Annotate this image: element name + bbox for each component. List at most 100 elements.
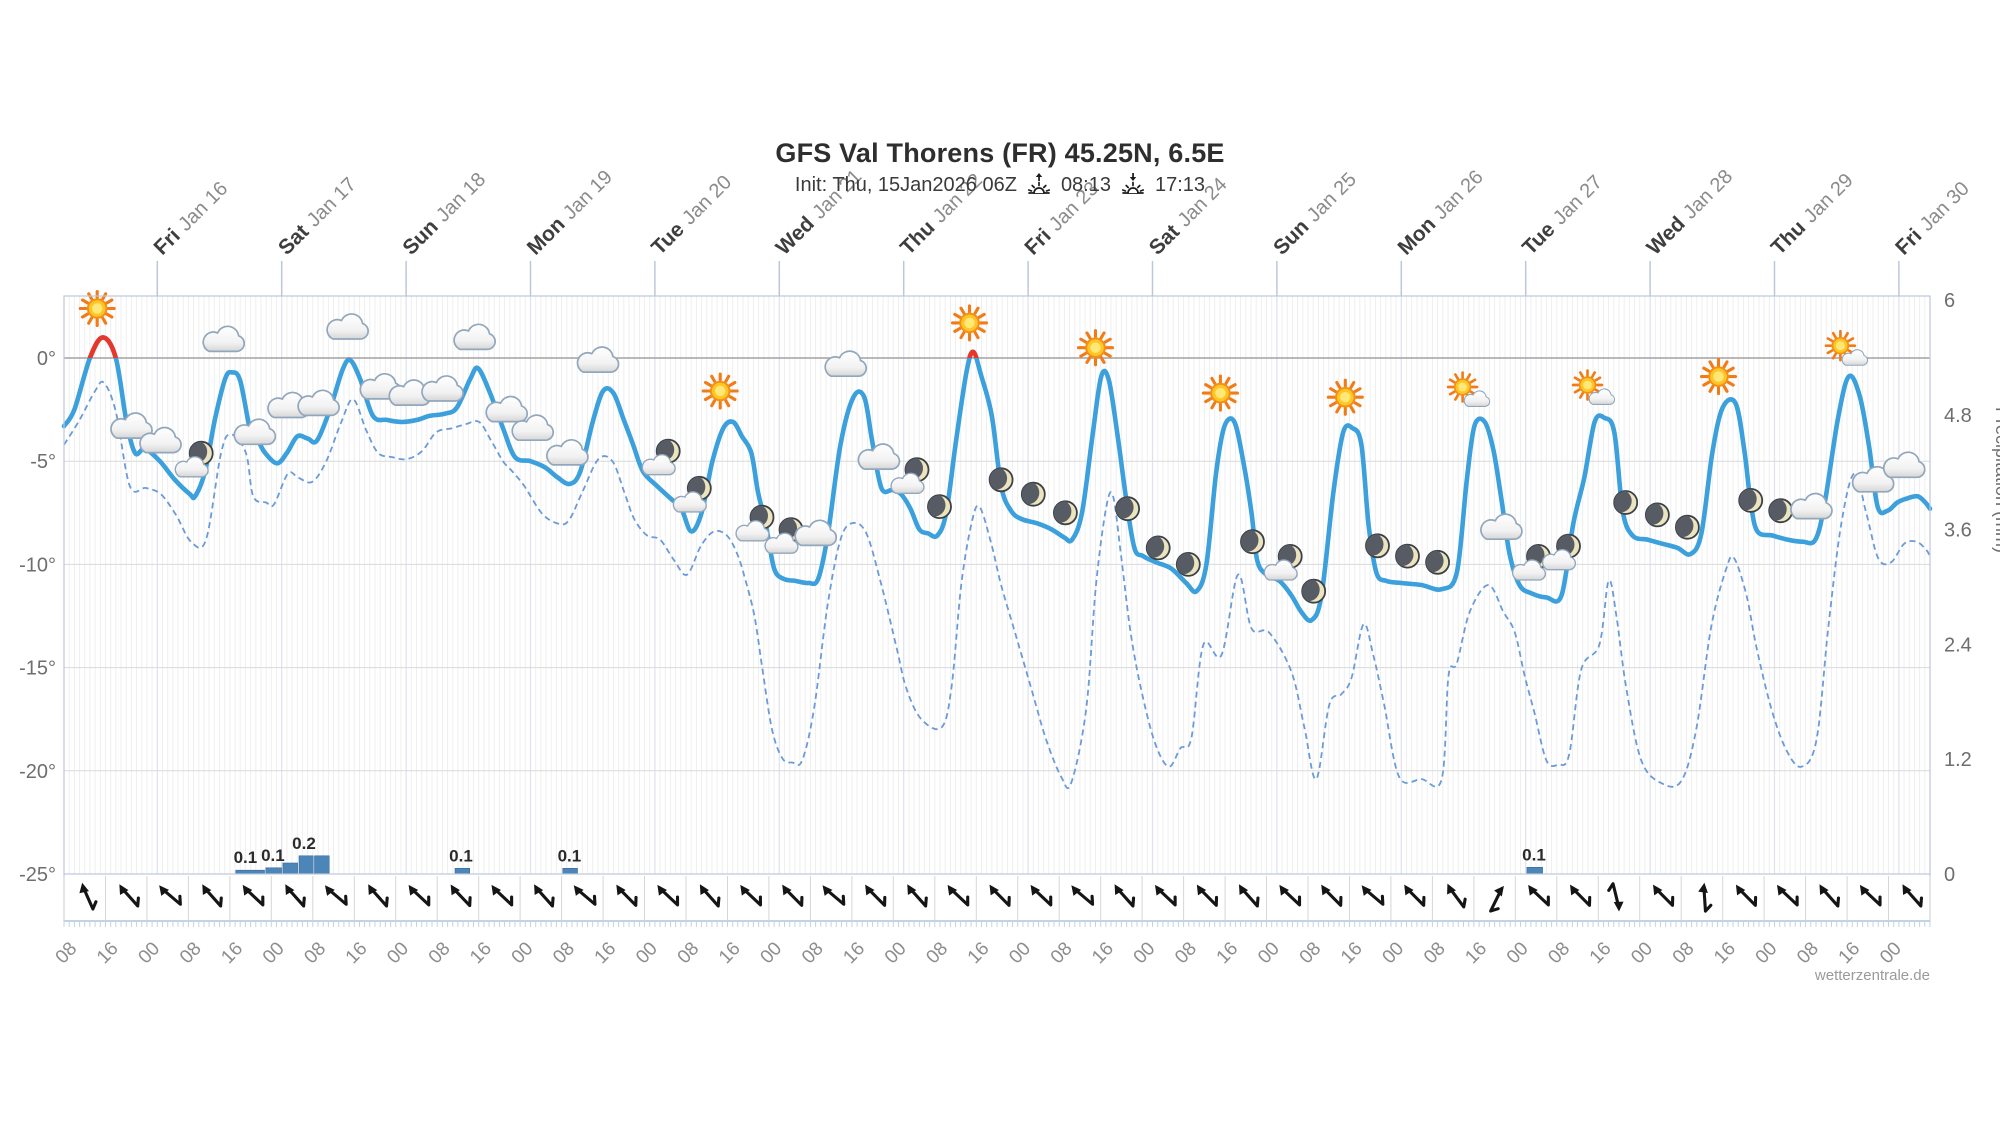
wind-arrow [1191, 877, 1222, 913]
wind-arrow [1813, 877, 1844, 913]
precip-value-label: 0.2 [292, 834, 316, 853]
precip-bar [282, 862, 298, 875]
time-label: 00 [1627, 938, 1657, 968]
wind-arrow [153, 877, 186, 912]
day-label: WedJan 28 [1642, 165, 1737, 260]
temp-tick-label: -15° [19, 658, 56, 680]
precip-value-label: 0.1 [558, 846, 582, 865]
time-label: 00 [508, 938, 538, 968]
precip-tick-label: 1.2 [1944, 749, 1972, 771]
day-label: FriJan 23 [1020, 177, 1103, 260]
wind-arrow [1233, 877, 1263, 913]
time-label: 00 [1254, 938, 1284, 968]
wind-arrow [1149, 877, 1181, 913]
time-label: 00 [259, 938, 289, 968]
time-label: 16 [839, 938, 869, 968]
time-label: 08 [1793, 938, 1823, 968]
wind-arrow [1025, 877, 1056, 913]
precip-value-label: 0.1 [234, 848, 258, 867]
time-label: 08 [922, 938, 952, 968]
cloud-icon [421, 375, 464, 402]
time-label: 16 [1088, 938, 1118, 968]
time-label: 00 [1378, 938, 1408, 968]
time-label: 08 [798, 938, 828, 968]
wind-arrow [1771, 877, 1803, 913]
time-label: 16 [93, 938, 123, 968]
moon-icon [1016, 481, 1045, 506]
moon-icon [1048, 500, 1077, 525]
wind-arrow [1522, 877, 1554, 913]
cloud-icon [576, 346, 620, 373]
hour-tick-strip [63, 920, 1931, 927]
wind-arrow [610, 877, 642, 913]
temp-tick-label: -25° [19, 864, 56, 886]
precip-axis-title: Precipitation (mm) [1992, 407, 2000, 553]
time-label: 00 [1130, 938, 1160, 968]
time-label: 16 [1835, 938, 1865, 968]
precip-tick-label: 2.4 [1944, 634, 1972, 656]
moon-icon [1764, 498, 1793, 523]
time-label: 16 [715, 938, 745, 968]
time-label: 00 [881, 938, 911, 968]
wind-arrow [1694, 880, 1716, 914]
day-label: SunJan 18 [398, 168, 490, 260]
time-label: 00 [134, 938, 164, 968]
wind-arrow [734, 877, 766, 913]
time-label: 00 [1005, 938, 1035, 968]
temp-tick-label: 0° [37, 348, 56, 370]
day-label: FriJan 30 [1891, 177, 1974, 260]
moon-icon [1297, 578, 1326, 603]
day-label: TueJan 27 [1518, 171, 1607, 260]
temperature-axis: 0° -5° -10° -15° -20° -25° [19, 348, 56, 886]
wind-arrow [319, 877, 352, 912]
time-label: 08 [1669, 938, 1699, 968]
time-label: 08 [549, 938, 579, 968]
time-label: 00 [632, 938, 662, 968]
precip-bar [1526, 866, 1543, 875]
wind-arrow [568, 877, 601, 912]
precip-bar [562, 867, 578, 875]
time-label: 16 [342, 938, 372, 968]
time-label: 00 [756, 938, 786, 968]
time-label: 16 [1586, 938, 1616, 968]
time-label: 08 [300, 938, 330, 968]
wind-arrow [1481, 881, 1513, 916]
wind-arrow [1896, 877, 1927, 913]
time-label: 16 [591, 938, 621, 968]
day-label: ThuJan 29 [1767, 169, 1858, 260]
wind-arrow [983, 877, 1015, 913]
time-label: 16 [1213, 938, 1243, 968]
wind-arrow [694, 877, 724, 913]
time-label: 08 [674, 938, 704, 968]
wind-arrow [1398, 877, 1429, 913]
precip-tick-label: 3.6 [1944, 520, 1972, 542]
precipitation-axis: 6 4.8 3.6 2.4 1.2 0 Precipitation (mm) [1944, 290, 2000, 886]
moon-icon [1609, 490, 1638, 515]
time-label: 16 [1337, 938, 1367, 968]
wind-arrow [901, 877, 932, 913]
day-label: SatJan 24 [1145, 173, 1232, 260]
time-label: 00 [1876, 938, 1906, 968]
time-label: 16 [217, 938, 247, 968]
precip-bar [454, 867, 470, 875]
time-label: 08 [425, 938, 455, 968]
sun-cloud-icon [1824, 329, 1869, 366]
day-label: TueJan 20 [647, 171, 736, 260]
precip-value-label: 0.1 [1522, 845, 1546, 864]
wind-arrow [1730, 877, 1761, 913]
wind-arrow [1606, 881, 1626, 914]
dew-point-curve [63, 380, 1931, 790]
day-labels: FriJan 16 SatJan 17 SunJan 18 MonJan 19 TueJ… [150, 165, 1974, 296]
moon-icon [1236, 529, 1265, 554]
wind-arrow [444, 877, 476, 913]
time-label: 16 [1461, 938, 1491, 968]
moon-icon [923, 494, 952, 518]
time-label: 16 [964, 938, 994, 968]
sun-icon [1076, 329, 1115, 367]
day-label: MonJan 26 [1394, 165, 1488, 259]
wind-arrows [63, 876, 1931, 920]
wind-arrow [817, 877, 849, 912]
wind-arrow [113, 877, 144, 913]
